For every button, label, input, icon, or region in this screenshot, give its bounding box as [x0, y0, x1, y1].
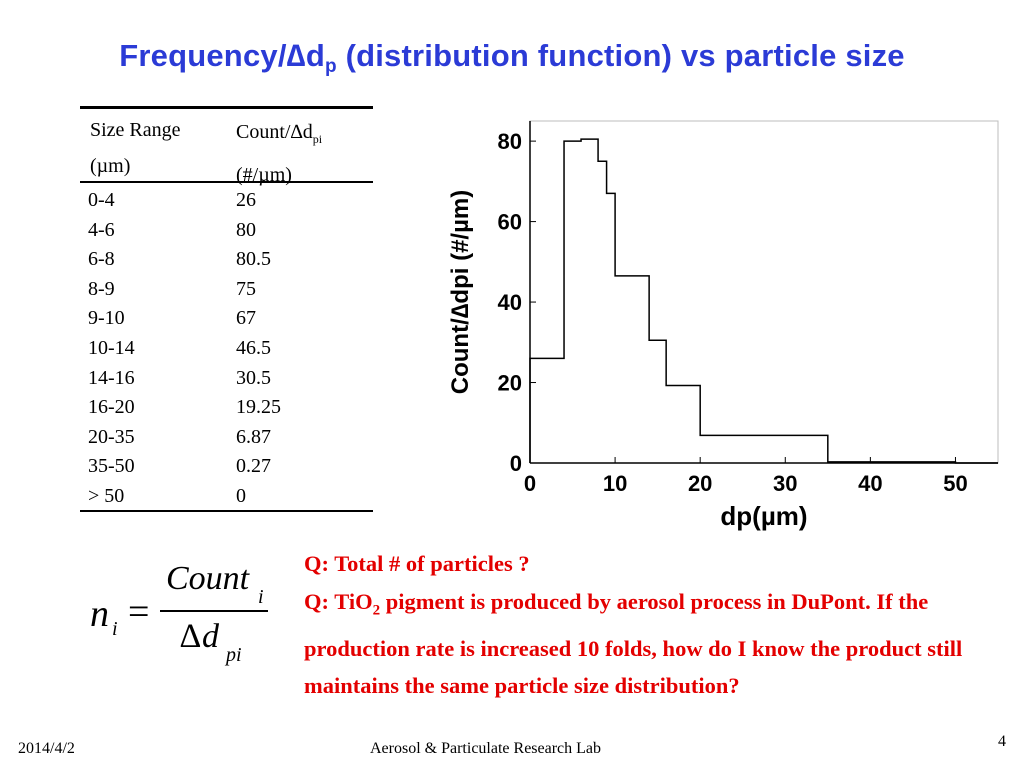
- question-1: Q: Total # of particles ?: [304, 551, 530, 576]
- header-count: Count/∆dpi (#/µm): [236, 121, 323, 186]
- y-tick-label: 0: [510, 451, 522, 476]
- footer-lab-name: Aerosol & Particulate Research Lab: [370, 740, 602, 757]
- x-tick-label: 50: [943, 471, 967, 496]
- slide-title: Frequency/∆dp (distribution function) vs…: [119, 38, 905, 77]
- table-row: 20-35 6.87: [80, 423, 373, 453]
- size-range-cell: 6-8: [88, 248, 115, 271]
- table-header-rule: [80, 181, 373, 183]
- table-row: 6-8 80.5: [80, 245, 373, 275]
- question-2: Q: TiO2 pigment is produced by aerosol p…: [304, 588, 963, 699]
- y-axis-label: Count/∆dpi (#/µm): [447, 190, 474, 394]
- formula-lhs: n: [90, 593, 109, 635]
- plot-frame: [529, 120, 999, 464]
- table-row: 9-10 67: [80, 304, 373, 334]
- size-range-cell: 35-50: [88, 455, 135, 478]
- size-range-cell: 14-16: [88, 366, 135, 389]
- distribution-step-line: [529, 138, 998, 464]
- table-row: 10-14 46.5: [80, 334, 373, 364]
- y-tick-label: 20: [498, 371, 522, 396]
- y-tick-label: 40: [498, 290, 522, 315]
- y-tick-label: 80: [498, 129, 522, 154]
- header-size-range: Size Range (µm): [90, 119, 181, 177]
- x-axis-label: dp(µm): [720, 501, 807, 531]
- count-cell: 26: [236, 189, 256, 211]
- count-cell: 67: [236, 307, 256, 330]
- y-tick-label: 60: [498, 210, 522, 235]
- table-row: 14-16 30.5: [80, 364, 373, 394]
- count-cell: 80.5: [236, 248, 271, 271]
- size-range-cell: 20-35: [88, 425, 135, 448]
- formula-denominator-sub: pi: [226, 644, 242, 666]
- x-tick-label: 40: [858, 471, 882, 496]
- table-row: 16-20 19.25: [80, 393, 373, 423]
- formula-denominator-delta: ∆: [180, 618, 201, 655]
- x-tick-label: 10: [603, 471, 627, 496]
- size-range-cell: 0-4: [88, 189, 115, 211]
- formula-denominator: d: [202, 618, 219, 655]
- count-cell: 80: [236, 218, 256, 241]
- table-row: 0-4 26: [80, 186, 373, 216]
- footer-date: 2014/4/2: [18, 740, 75, 757]
- size-range-cell: 4-6: [88, 218, 115, 241]
- formula-equals: =: [128, 591, 150, 633]
- formula-numerator: Count: [166, 560, 250, 597]
- formula-fraction-bar: [160, 610, 268, 612]
- count-cell: 75: [236, 277, 256, 300]
- x-tick-label: 30: [773, 471, 797, 496]
- count-cell: 30.5: [236, 366, 271, 389]
- x-tick-label: 20: [688, 471, 712, 496]
- count-cell: 19.25: [236, 396, 281, 419]
- table-row: 35-50 0.27: [80, 452, 373, 482]
- count-cell: 0.27: [236, 455, 271, 478]
- table-bottom-rule: [80, 510, 373, 512]
- count-cell: 6.87: [236, 425, 271, 448]
- distribution-formula: n i = Count i ∆ d pi: [80, 560, 280, 670]
- table-row: 8-9 75: [80, 275, 373, 305]
- table-top-rule: [80, 106, 373, 109]
- count-cell: 0: [236, 484, 246, 507]
- size-range-cell: 8-9: [88, 277, 115, 300]
- distribution-chart: 0 20 40 60 80 0 10 20 30 40 50 dp(µm) Count/∆dpi (#/…: [447, 120, 999, 531]
- table-row: > 50 0: [80, 482, 373, 512]
- questions: Q: Total # of particles ? Q: TiO2 pigmen…: [304, 545, 1004, 705]
- table-body: 0-4 26 4-6 80 6-8 80.5 8-9 75 9-10 67 10-14 46.5 14-…: [80, 186, 373, 512]
- formula-lhs-sub: i: [112, 618, 118, 640]
- size-range-cell: 16-20: [88, 396, 135, 419]
- formula-numerator-sub: i: [258, 586, 264, 608]
- page-number: 4: [998, 733, 1006, 750]
- size-range-cell: > 50: [88, 484, 125, 507]
- size-range-cell: 9-10: [88, 307, 125, 330]
- table-row: 4-6 80: [80, 216, 373, 246]
- count-cell: 46.5: [236, 336, 271, 359]
- size-range-cell: 10-14: [88, 336, 135, 359]
- x-tick-label: 0: [524, 471, 536, 496]
